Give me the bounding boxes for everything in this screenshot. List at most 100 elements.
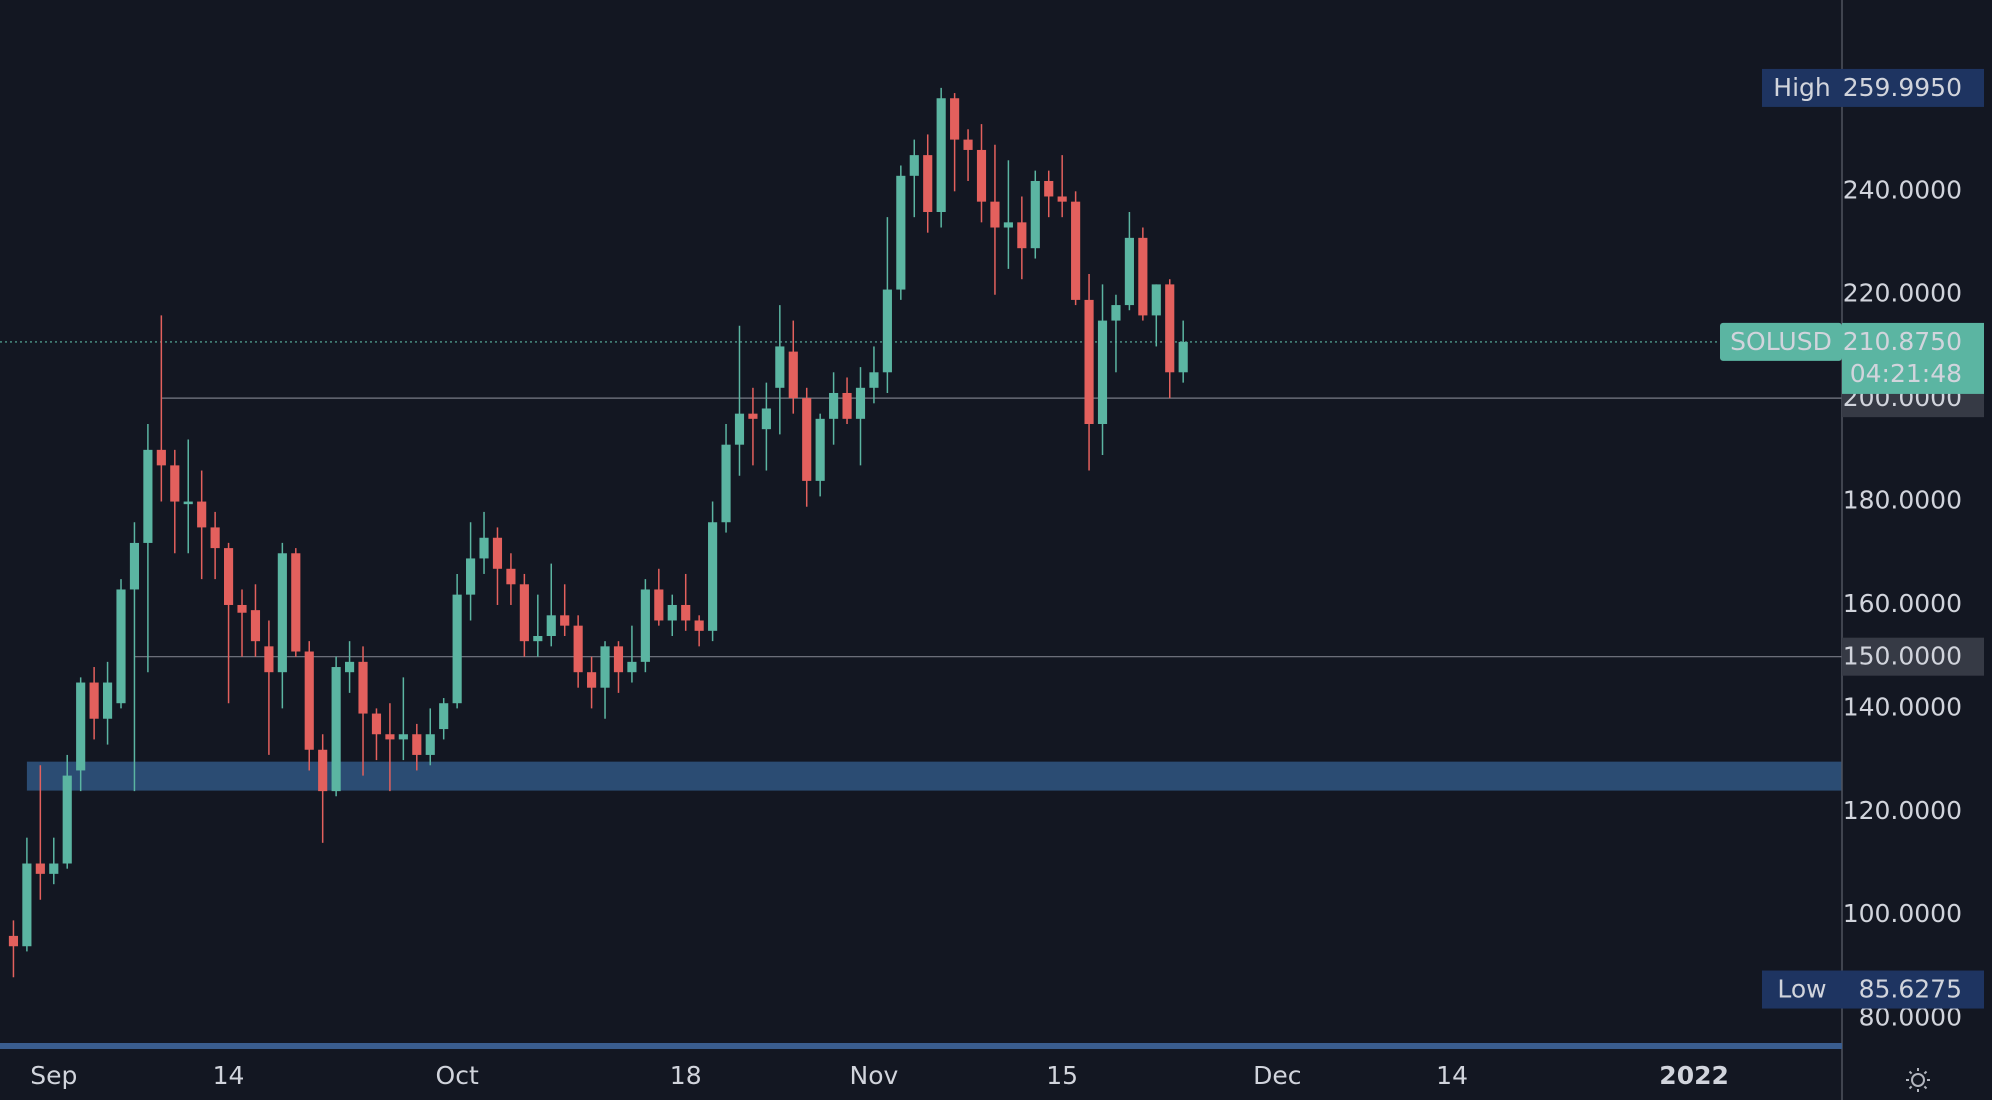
- candle-body: [183, 501, 193, 505]
- candle-body: [345, 661, 355, 673]
- candle-body: [869, 372, 879, 388]
- candle-body: [49, 863, 59, 874]
- candle-body: [748, 413, 758, 419]
- y-tick-label: 240.0000: [1843, 175, 1962, 204]
- candle-body: [318, 749, 328, 792]
- y-tick-label: 180.0000: [1843, 486, 1962, 515]
- y-tick-label: 140.0000: [1843, 692, 1962, 721]
- candle-body: [640, 589, 650, 662]
- x-tick-label: Sep: [30, 1061, 77, 1090]
- candle-body: [452, 594, 462, 704]
- last-price-label: 210.8750: [1843, 327, 1962, 356]
- candle-body: [143, 449, 153, 543]
- y-tick-label: 220.0000: [1843, 279, 1962, 308]
- candle-body: [936, 98, 946, 212]
- candle-body: [829, 392, 839, 419]
- candle-body: [896, 175, 906, 290]
- candle-body: [264, 646, 274, 673]
- candle-body: [560, 615, 570, 626]
- candle-body: [681, 604, 691, 621]
- marker-name: High: [1773, 73, 1830, 102]
- candle-body: [358, 661, 368, 714]
- x-tick-label: 2022: [1659, 1061, 1729, 1090]
- candle-body: [950, 98, 960, 140]
- candle-body: [761, 408, 771, 430]
- candle-body: [587, 672, 597, 688]
- candle-body: [102, 682, 113, 719]
- price-line-label: 150.0000: [1843, 642, 1962, 671]
- candle-body: [855, 387, 866, 419]
- candle-body: [815, 418, 825, 481]
- candle-body: [694, 620, 704, 631]
- symbol-box: [1720, 322, 1842, 361]
- candle-body: [76, 682, 86, 771]
- candle-body: [788, 351, 798, 399]
- x-tick-label: 14: [213, 1061, 245, 1090]
- settings-icon[interactable]: [1906, 1068, 1930, 1092]
- candle-body: [734, 413, 745, 445]
- candle-body: [22, 863, 32, 947]
- candle-body: [1165, 284, 1175, 373]
- candle-body: [627, 661, 637, 673]
- candle-body: [479, 537, 489, 559]
- candle-body: [156, 449, 166, 466]
- candle-body: [412, 734, 422, 755]
- candle-body: [546, 615, 556, 636]
- candle-body: [1111, 305, 1121, 321]
- candle-body: [708, 522, 718, 631]
- candle-body: [1030, 180, 1040, 249]
- candle-body: [237, 604, 247, 613]
- candle-body: [1151, 284, 1161, 316]
- candle-body: [667, 604, 677, 621]
- support-zone: [26, 761, 1843, 791]
- candle-body: [291, 553, 301, 652]
- marker-name: Low: [1777, 975, 1826, 1004]
- candle-body: [1003, 222, 1013, 228]
- candle-body: [1044, 180, 1054, 197]
- x-tick-label: 14: [1436, 1061, 1468, 1090]
- candle-body: [909, 155, 919, 176]
- candle-body: [385, 734, 395, 740]
- candle-body: [210, 527, 220, 549]
- candle-body: [1138, 237, 1148, 316]
- countdown-label: 04:21:48: [1850, 359, 1962, 388]
- candle-body: [466, 558, 476, 595]
- candle-body: [129, 542, 140, 590]
- candle-body: [170, 465, 180, 502]
- candle-body: [802, 398, 812, 481]
- candle-body: [1057, 196, 1067, 202]
- candle-body: [250, 610, 261, 642]
- candle-body: [197, 501, 207, 528]
- x-tick-label: 18: [670, 1061, 702, 1090]
- candle-body: [304, 651, 314, 750]
- candle-body: [425, 734, 435, 755]
- candle-body: [842, 392, 852, 419]
- candle-body: [1124, 237, 1134, 306]
- candle-body: [990, 201, 1000, 228]
- candle-body: [1084, 299, 1094, 424]
- x-tick-label: Nov: [850, 1061, 899, 1090]
- candle-body: [277, 553, 287, 673]
- candle-body: [600, 646, 610, 688]
- candle-body: [882, 289, 892, 373]
- candle-body: [492, 537, 503, 569]
- marker-value-box: [1842, 970, 1984, 1009]
- candle-body: [775, 346, 785, 388]
- axes: 200.0000150.000080.0000100.0000120.00001…: [30, 68, 1984, 1090]
- candle-body: [573, 625, 583, 673]
- candle-body: [654, 589, 664, 621]
- scroll-bar: [0, 1043, 1842, 1049]
- candle-body: [533, 636, 543, 642]
- candle-body: [35, 863, 45, 874]
- marker-name-box: [1762, 970, 1842, 1009]
- candle-body: [963, 139, 973, 150]
- candle-body: [8, 935, 19, 947]
- candle-body: [721, 444, 731, 523]
- last-price-box: [1842, 322, 1984, 394]
- y-tick-label: 160.0000: [1843, 589, 1962, 618]
- candle-body: [976, 149, 987, 202]
- candle-body: [331, 667, 341, 792]
- marker-value-box: [1842, 68, 1984, 107]
- candle-body: [923, 155, 933, 212]
- candle-body: [613, 646, 624, 673]
